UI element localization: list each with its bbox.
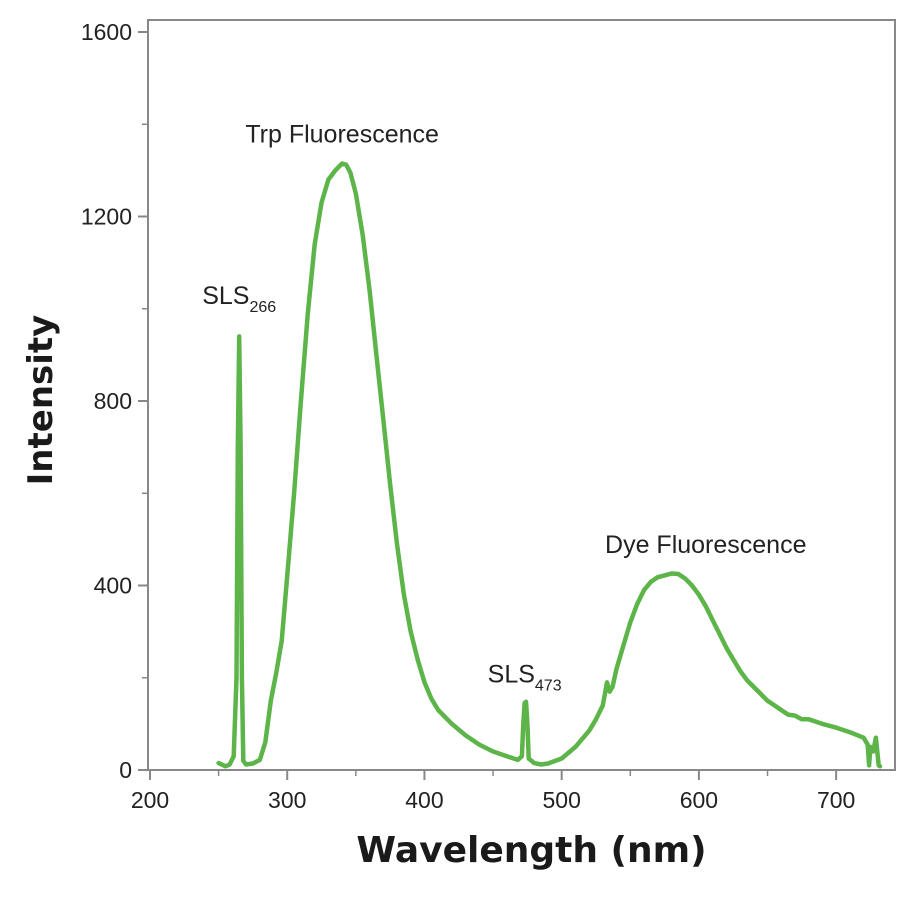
y-tick-label: 1200 [81, 204, 132, 230]
annotation-subscript: 473 [535, 677, 562, 694]
plot-frame [147, 19, 896, 771]
peak-annotation: Trp Fluorescence [245, 121, 439, 149]
y-tick-label: 400 [94, 573, 132, 599]
x-axis-ticks: 200 300 400 500 600 700 [131, 770, 855, 813]
peak-annotation: Dye Fluorescence [605, 531, 806, 559]
annotation-subscript: 266 [249, 299, 276, 316]
x-tick-label: 600 [680, 787, 718, 813]
y-tick-label: 0 [119, 757, 132, 783]
x-tick-label: 300 [268, 787, 306, 813]
y-tick-label: 800 [94, 388, 132, 414]
x-tick-label: 400 [405, 787, 443, 813]
y-tick-label: 1600 [81, 19, 132, 45]
x-axis-title: Wavelength (nm) [356, 830, 706, 871]
x-tick-label: 500 [542, 787, 580, 813]
x-tick-label: 700 [817, 787, 855, 813]
y-axis-ticks: 0 400 800 1200 1600 [81, 19, 148, 783]
x-tick-label: 200 [131, 787, 169, 813]
minor-ticks [142, 123, 769, 776]
y-axis-title: Intensity [21, 315, 61, 486]
spectrum-line [216, 161, 883, 769]
